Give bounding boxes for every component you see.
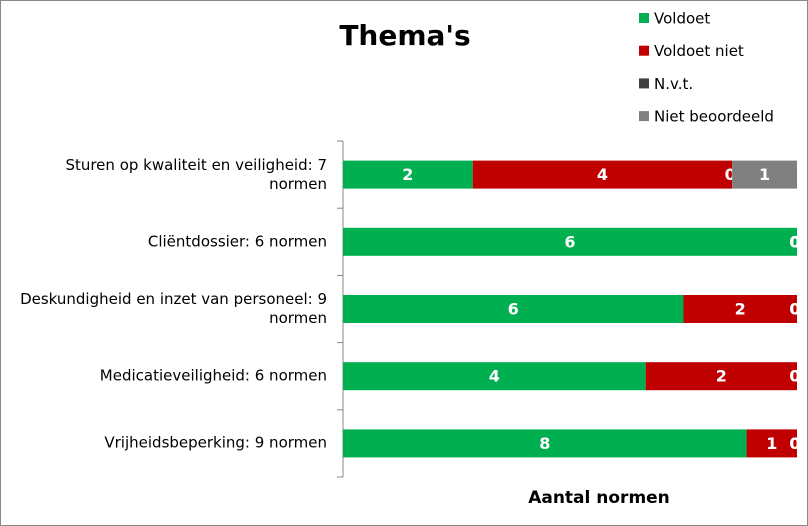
- value-label: 0: [725, 165, 736, 184]
- value-label: 1: [766, 434, 777, 453]
- value-label: 0: [789, 232, 800, 251]
- legend-swatch: [639, 111, 649, 122]
- value-label: 2: [402, 165, 413, 184]
- category-label: Vrijheidsbeperking: 9 normen: [104, 433, 327, 452]
- value-label: 6: [508, 300, 519, 319]
- legend-label: N.v.t.: [654, 75, 693, 93]
- category-label: Sturen op kwaliteit en veiligheid: 7 nor…: [65, 155, 327, 193]
- value-label: 0: [789, 434, 800, 453]
- bar-segment: [472, 160, 733, 189]
- value-label: 0: [789, 300, 800, 319]
- bar-segment: [732, 160, 797, 189]
- value-label: 2: [735, 300, 746, 319]
- value-label: 6: [564, 232, 575, 251]
- bar-segment: [746, 429, 797, 458]
- value-label: 4: [489, 367, 500, 386]
- bar-segment: [683, 295, 797, 323]
- category-label: Deskundigheid en inzet van personeel: 9 …: [20, 290, 327, 327]
- value-label: 4: [597, 165, 608, 184]
- chart-title: Thema's: [339, 19, 470, 52]
- legend-swatch: [639, 78, 649, 89]
- value-label: 0: [789, 300, 800, 319]
- bar-segment: [645, 362, 797, 391]
- category-label: Medicatieveiligheid: 6 normen: [99, 366, 327, 385]
- category-label: Cliëntdossier: 6 normen: [147, 232, 327, 251]
- value-label: 0: [789, 232, 800, 251]
- bar-segment: [343, 429, 747, 458]
- value-label: 0: [789, 367, 800, 386]
- legend-label: Voldoet niet: [654, 42, 744, 60]
- bar-segment: [343, 295, 684, 323]
- value-label: 2: [716, 367, 727, 386]
- legend-swatch: [639, 13, 649, 23]
- value-label: 1: [759, 165, 770, 184]
- bar-segment: [343, 227, 797, 256]
- bar-segment: [343, 362, 646, 391]
- x-axis-title: Aantal normen: [528, 488, 670, 508]
- value-label: 0: [789, 232, 800, 251]
- bar-segment: [343, 160, 473, 189]
- value-label: 0: [789, 434, 800, 453]
- legend-swatch: [639, 45, 649, 56]
- legend-label: Niet beoordeeld: [654, 108, 774, 126]
- value-label: 0: [789, 367, 800, 386]
- legend-label: Voldoet: [654, 10, 710, 28]
- value-label: 8: [539, 434, 550, 453]
